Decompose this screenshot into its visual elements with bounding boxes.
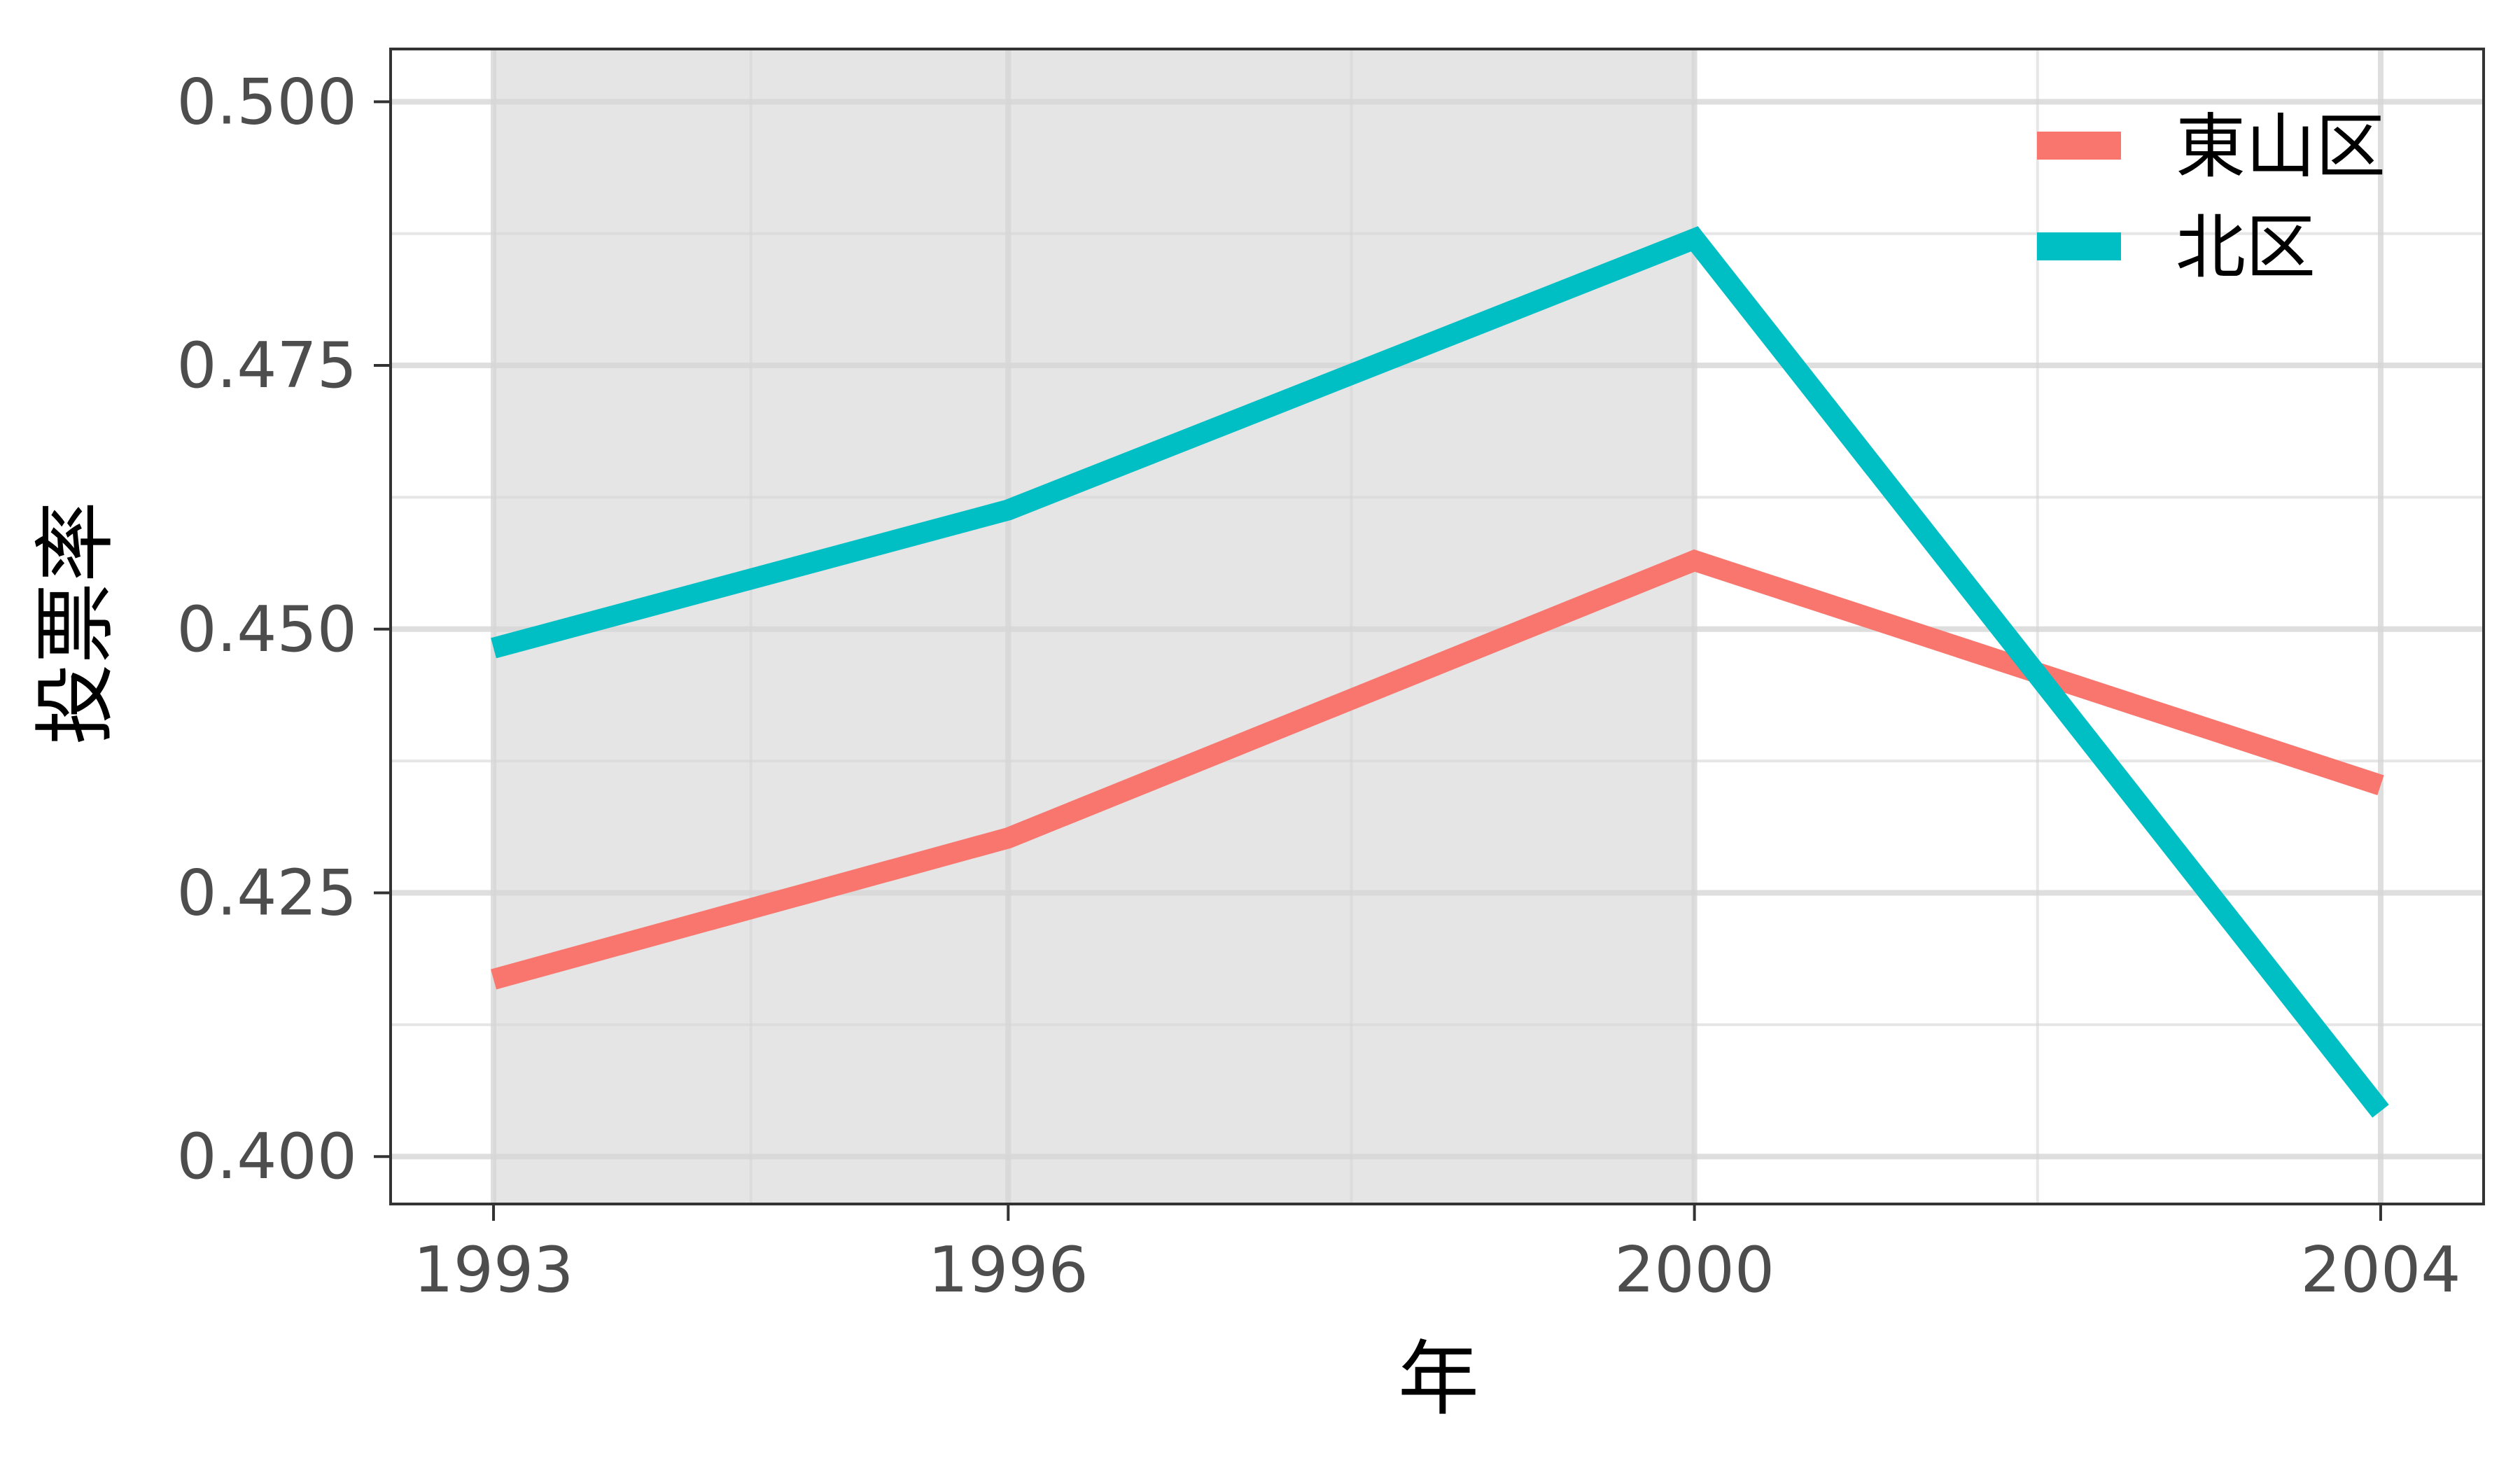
x-tick-label: 1996 [928,1233,1088,1307]
grid-layer [391,49,2484,1204]
axis-ticks-layer: 1993 1996 2000 2004 0.400 0.425 0.450 0.475 0.50… [176,65,2460,1307]
y-tick-label: 0.450 [176,593,357,666]
plot-panel-border [389,48,2485,1205]
y-tick-label: 0.400 [176,1120,357,1194]
x-tick-label: 2000 [1614,1233,1774,1307]
y-axis-title: 投票率 [29,501,123,745]
x-tick-label: 2004 [2300,1233,2460,1307]
y-tick-label: 0.500 [176,65,357,139]
legend-label-kita: 北区 [2176,206,2316,288]
y-tick-label: 0.475 [176,329,357,402]
x-axis-title: 年 [1398,1332,1479,1427]
series-line-1 [491,226,2389,1118]
legend-label-higashiyama: 東山区 [2176,106,2386,188]
y-tick-label: 0.425 [176,856,357,930]
x-tick-label: 1993 [414,1233,574,1307]
legend: 東山区 北区 [2037,106,2386,288]
series-layer [491,226,2389,1118]
